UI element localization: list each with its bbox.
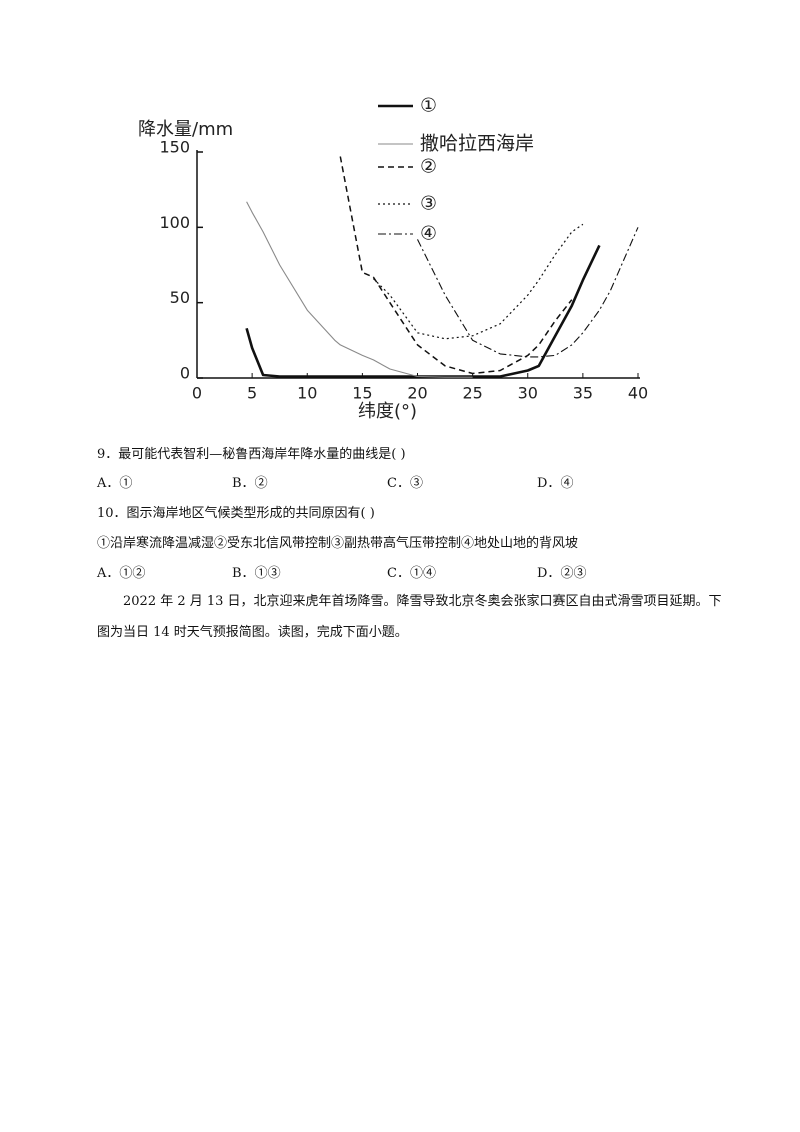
question-text: 图示海岸地区气候类型形成的共同原因有( ) — [126, 506, 375, 521]
option-letter: A． — [97, 566, 120, 581]
option-text: ②③ — [560, 566, 587, 581]
option: B．② — [232, 472, 268, 491]
x-axis-label: 纬度(°) — [358, 401, 417, 422]
question-number: 9． — [97, 447, 119, 462]
passage: 2022 年 2 月 13 日，北京迎来虎年首场降雪。降雪导致北京冬奥会张家口赛… — [97, 594, 722, 640]
x-tick-label: 15 — [352, 384, 372, 403]
series-line — [339, 156, 573, 375]
legend-label: 撒哈拉西海岸 — [420, 133, 534, 155]
question: 9．最可能代表智利—秘鲁西海岸年降水量的曲线是( ) — [97, 443, 406, 462]
series-line — [246, 201, 473, 378]
y-tick-label: 0 — [180, 364, 190, 383]
option: D．②③ — [537, 562, 586, 581]
x-tick-label: 35 — [573, 384, 593, 403]
series-line — [417, 227, 639, 358]
legend-label: ② — [420, 156, 437, 178]
x-tick-label: 5 — [247, 384, 257, 403]
option-text: ①② — [119, 566, 146, 581]
option-letter: D． — [537, 476, 561, 491]
y-tick-label: 50 — [170, 288, 190, 307]
option-text: ①④ — [409, 566, 436, 581]
x-tick-label: 20 — [407, 384, 427, 403]
option: B．①③ — [232, 562, 281, 581]
statement: ①沿岸寒流降温减湿②受东北信风带控制③副热带高气压带控制④地处山地的背风坡 — [97, 536, 579, 551]
x-tick-label: 10 — [297, 384, 317, 403]
question: 10．图示海岸地区气候类型形成的共同原因有( ) — [97, 502, 375, 521]
option-text: ① — [119, 476, 133, 491]
question-text: 最可能代表智利—秘鲁西海岸年降水量的曲线是( ) — [118, 447, 406, 462]
legend-label: ③ — [420, 193, 437, 215]
option: D．④ — [537, 472, 573, 491]
option-text: ② — [254, 476, 268, 491]
option: A．①② — [97, 562, 145, 581]
x-tick-label: 0 — [192, 384, 202, 403]
option-letter: B． — [232, 476, 255, 491]
legend-label: ④ — [420, 223, 437, 245]
question-number: 10． — [97, 506, 127, 521]
chart: 降水量/mm 纬度(°) 0 50 100 150 0 5 10 15 20 25 30 35 40 ① 撒… — [138, 95, 648, 423]
x-tick-label: 40 — [628, 384, 648, 403]
option-letter: C． — [387, 566, 410, 581]
x-tick-label: 25 — [462, 384, 482, 403]
option-text: ①③ — [254, 566, 281, 581]
option: C．③ — [387, 472, 423, 491]
y-axis-label: 降水量/mm — [138, 119, 233, 140]
y-tick-label: 150 — [159, 138, 190, 157]
series-line — [245, 244, 601, 378]
option: A．① — [97, 472, 132, 491]
y-tick-label: 100 — [159, 213, 190, 232]
legend-label: ① — [420, 95, 437, 117]
option-letter: C． — [387, 476, 410, 491]
option-letter: B． — [232, 566, 255, 581]
series-line — [372, 223, 584, 340]
option: C．①④ — [387, 562, 436, 581]
x-tick-label: 30 — [518, 384, 538, 403]
option-letter: D． — [537, 566, 561, 581]
option-text: ④ — [560, 476, 574, 491]
option-text: ③ — [409, 476, 423, 491]
option-letter: A． — [97, 476, 120, 491]
